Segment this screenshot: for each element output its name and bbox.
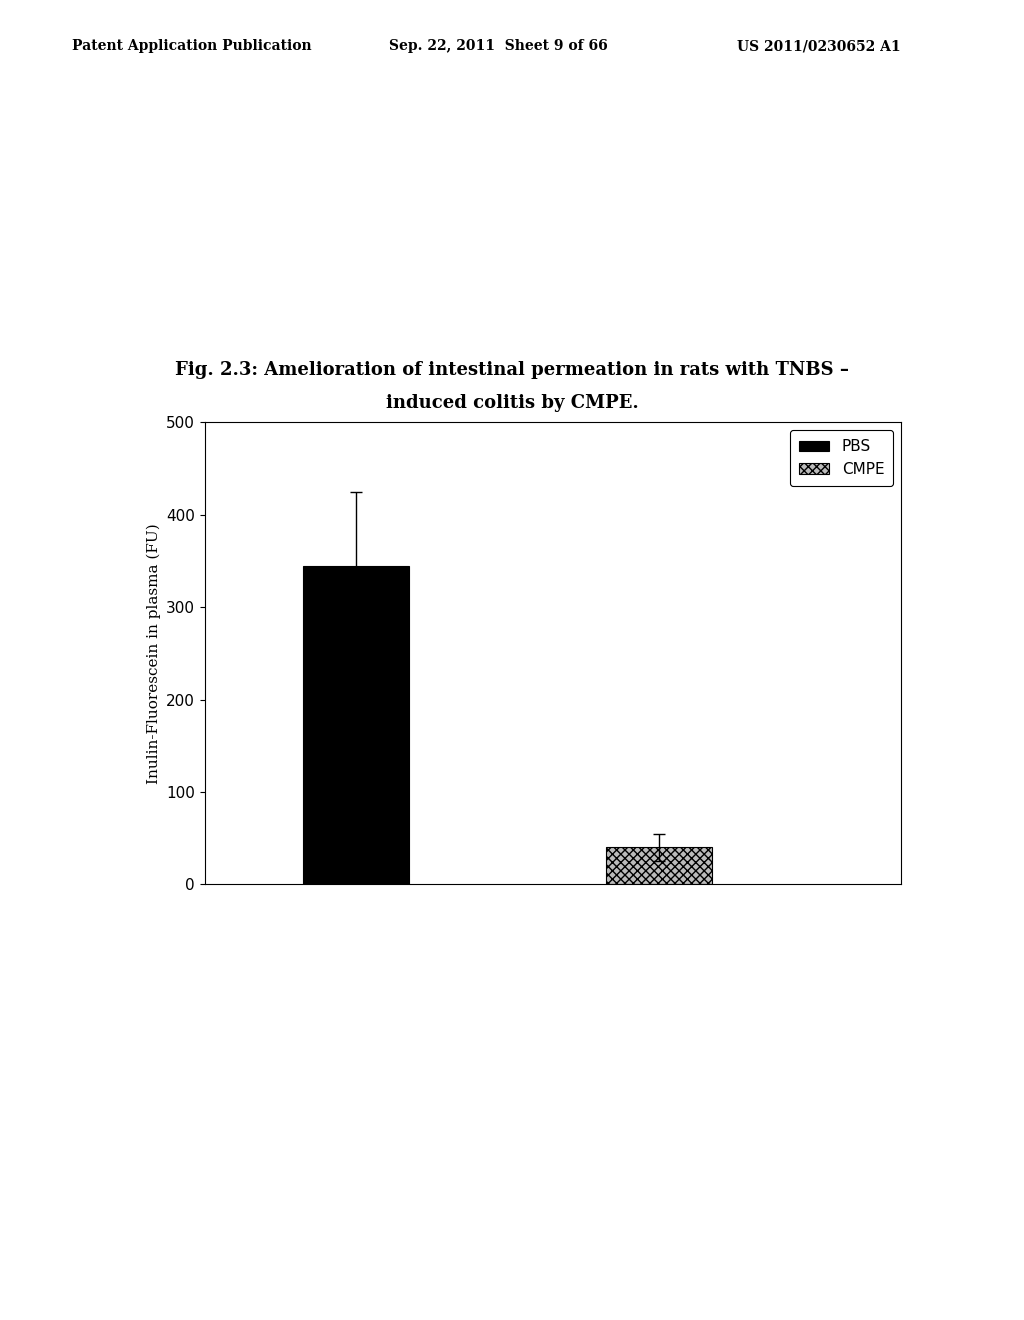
Text: induced colitis by CMPE.: induced colitis by CMPE. (386, 393, 638, 412)
Bar (606, 847, 712, 884)
Legend: PBS, CMPE: PBS, CMPE (790, 430, 894, 486)
Y-axis label: Inulin-Fluorescein in plasma (FU): Inulin-Fluorescein in plasma (FU) (146, 523, 161, 784)
Text: US 2011/0230652 A1: US 2011/0230652 A1 (737, 40, 901, 53)
Bar (303, 566, 410, 884)
Text: Fig. 2.3: Amelioration of intestinal permeation in rats with TNBS –: Fig. 2.3: Amelioration of intestinal per… (175, 360, 849, 379)
Text: Sep. 22, 2011  Sheet 9 of 66: Sep. 22, 2011 Sheet 9 of 66 (389, 40, 608, 53)
Text: Patent Application Publication: Patent Application Publication (72, 40, 311, 53)
